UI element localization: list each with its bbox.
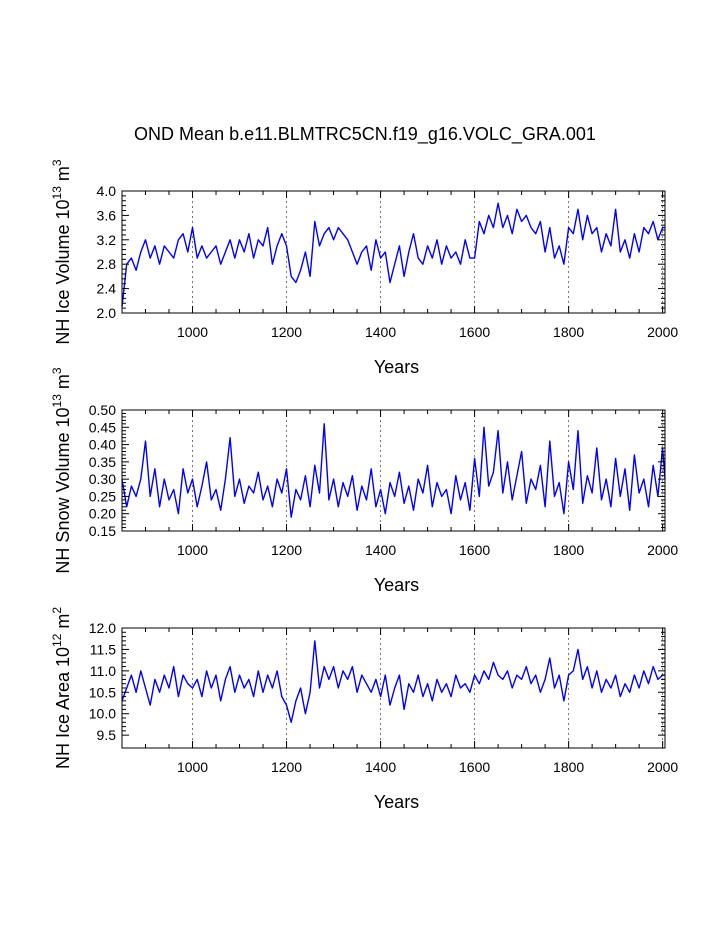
y-tick-label: 3.2 (97, 232, 117, 248)
plot-frame (121, 190, 666, 314)
x-tick-label: 1200 (271, 542, 302, 558)
y-tick-label: 0.20 (89, 506, 116, 522)
x-tick-label: 1000 (177, 542, 208, 558)
y-tick-label: 10.5 (89, 684, 116, 700)
x-tick-label: 2000 (647, 759, 678, 775)
y-tick-label: 11.5 (90, 641, 116, 657)
x-tick-label: 1600 (459, 542, 490, 558)
x-tick-label: 1400 (365, 324, 396, 340)
x-tick-label: 1400 (365, 759, 396, 775)
y-tick-label: 0.35 (89, 454, 116, 470)
y-tick-label: 0.25 (89, 488, 116, 504)
y-tick-label: 10.0 (89, 706, 116, 722)
x-tick-label: 1800 (553, 542, 584, 558)
series-line (121, 202, 665, 307)
y-tick-label: 11.0 (90, 663, 116, 679)
y-tick-label: 2.8 (97, 256, 117, 272)
y-tick-label: 4.0 (97, 183, 117, 199)
x-tick-label: 1800 (553, 324, 584, 340)
y-tick-label: 0.15 (89, 523, 116, 539)
panel-ice-volume: 1000 1200 1400 1600 1800 2000 2.0 2.4 2.8 3.2 3.6 4… (50, 159, 678, 377)
y-tick-label: 2.4 (97, 281, 117, 297)
y-tick-label: 12.0 (89, 620, 116, 636)
x-axis-label: Years (374, 575, 419, 595)
x-axis-label: Years (374, 792, 419, 812)
y-tick-label: 3.6 (97, 207, 117, 223)
x-axis-label: Years (374, 357, 419, 377)
figure-title: OND Mean b.e11.BLMTRC5CN.f19_g16.VOLC_GR… (134, 124, 596, 145)
x-tick-label: 1000 (177, 759, 208, 775)
y-axis-label: NH Snow Volume 1013 m3 (50, 367, 73, 573)
series-line (121, 423, 666, 518)
y-tick-label: 9.5 (97, 727, 117, 743)
y-tick-label: 2.0 (97, 305, 117, 321)
y-axis-label: NH Ice Area 1012 m2 (50, 607, 73, 769)
x-tick-label: 1200 (271, 324, 302, 340)
panel-snow-volume: 1000 1200 1400 1600 1800 2000 0.150.20 0.250.30… (50, 367, 678, 595)
x-tick-label: 1800 (553, 759, 584, 775)
y-axis-label: NH Ice Volume 1013 m3 (50, 159, 73, 344)
y-tick-label: 0.45 (89, 419, 116, 435)
x-tick-label: 1000 (177, 324, 208, 340)
x-tick-label: 1200 (271, 759, 302, 775)
panel-ice-area: 1000 1200 1400 1600 1800 2000 9.5 10.0 10.5 11.0 1… (50, 607, 678, 812)
y-tick-label: 0.30 (89, 471, 116, 487)
series-line (121, 640, 665, 723)
x-tick-label: 1400 (365, 542, 396, 558)
plot-frame (121, 409, 666, 532)
x-tick-label: 1600 (459, 759, 490, 775)
y-tick-label: 0.40 (89, 437, 116, 453)
x-tick-label: 2000 (647, 542, 678, 558)
x-tick-label: 2000 (647, 324, 678, 340)
x-tick-label: 1600 (459, 324, 490, 340)
y-tick-label: 0.50 (89, 402, 116, 418)
